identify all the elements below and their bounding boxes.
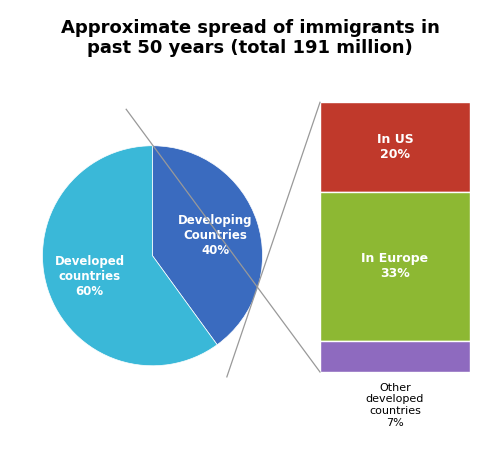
Text: In US
20%: In US 20% xyxy=(376,133,414,161)
Text: Developed
countries
60%: Developed countries 60% xyxy=(54,255,125,298)
Text: Other
developed
countries
7%: Other developed countries 7% xyxy=(366,383,424,428)
Text: Approximate spread of immigrants in
past 50 years (total 191 million): Approximate spread of immigrants in past… xyxy=(60,19,440,57)
Bar xyxy=(320,192,470,340)
Bar xyxy=(320,340,470,372)
Wedge shape xyxy=(42,146,217,366)
Text: In Europe
33%: In Europe 33% xyxy=(362,252,428,280)
Text: Developing
Countries
40%: Developing Countries 40% xyxy=(178,214,252,257)
Bar xyxy=(320,102,470,192)
Wedge shape xyxy=(152,146,262,345)
